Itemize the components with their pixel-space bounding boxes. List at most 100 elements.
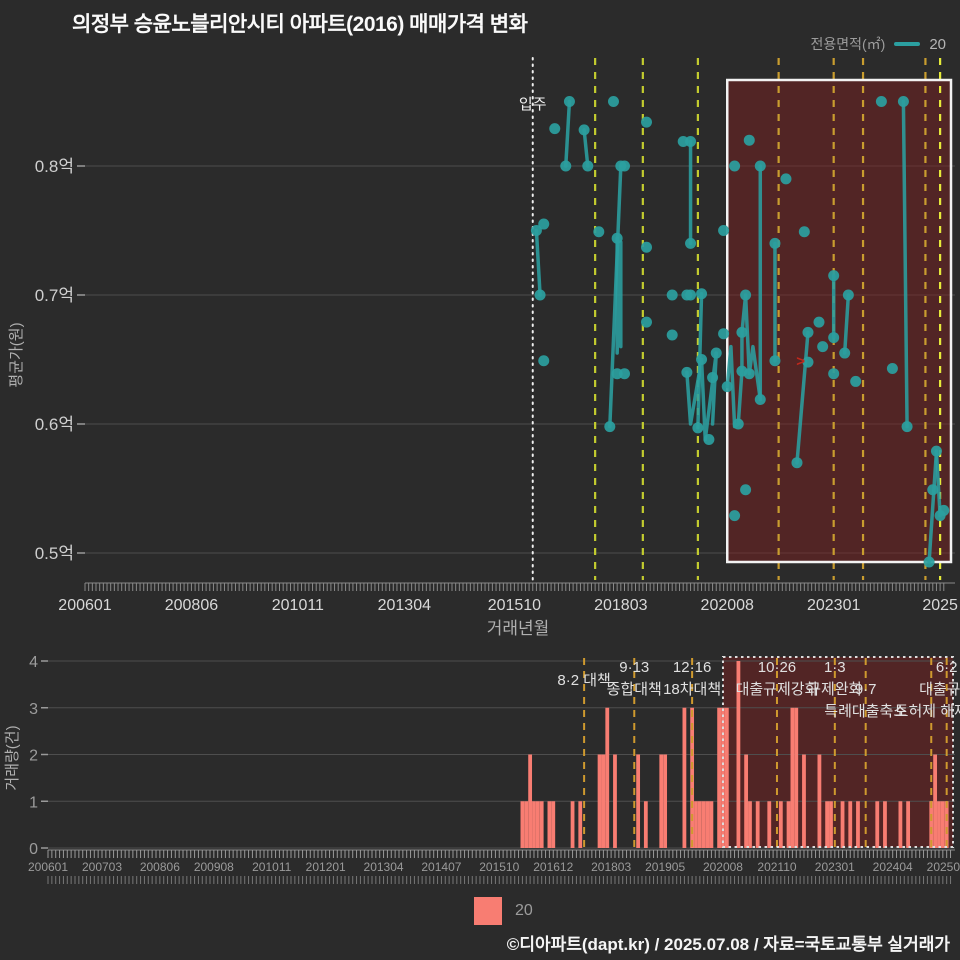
volume-bar[interactable] [929,801,934,848]
data-point[interactable] [927,484,939,496]
data-point[interactable] [817,341,829,353]
volume-bar[interactable] [721,707,725,848]
volume-bar[interactable] [701,801,706,848]
data-point[interactable] [696,354,708,365]
data-point[interactable] [736,326,748,338]
volume-bar[interactable] [840,801,845,848]
volume-bar[interactable] [744,754,749,849]
volume-bar[interactable] [794,707,799,848]
data-point[interactable] [666,329,678,341]
data-point[interactable] [802,356,814,368]
volume-bar[interactable] [937,801,941,848]
data-point[interactable] [850,375,862,387]
volume-bar[interactable] [940,801,945,848]
volume-bar[interactable] [778,801,783,848]
volume-bar[interactable] [697,801,702,848]
volume-bar[interactable] [524,801,529,848]
volume-bar[interactable] [539,801,544,848]
volume-bar[interactable] [825,801,830,848]
bar-legend[interactable]: 20 [474,897,533,925]
volume-bar[interactable] [601,754,606,849]
data-point[interactable] [754,160,766,172]
volume-bar[interactable] [682,707,687,848]
data-point[interactable] [578,124,590,136]
volume-bar[interactable] [944,801,949,848]
volume-bar[interactable] [848,801,853,848]
data-point[interactable] [707,372,719,384]
volume-bar[interactable] [906,801,911,848]
data-point[interactable] [938,504,950,516]
data-point[interactable] [692,422,704,434]
volume-bar[interactable] [663,754,668,849]
data-point[interactable] [791,457,803,469]
data-point[interactable] [732,418,744,430]
volume-bar[interactable] [659,754,664,849]
data-point[interactable] [740,484,752,496]
data-point[interactable] [685,289,697,301]
volume-bar[interactable] [856,801,860,848]
data-point[interactable] [828,270,840,282]
volume-bar[interactable] [933,754,938,849]
price-chart[interactable]: 0.8억 0.7억 0.6억 0.5억 평균가(원) 입주 200601 200806 2010… [0,40,960,652]
volume-bar[interactable] [724,707,729,848]
data-point[interactable] [560,160,572,172]
data-point[interactable] [839,347,851,359]
volume-bar[interactable] [736,661,741,848]
data-point[interactable] [842,289,854,301]
data-point[interactable] [828,368,840,380]
volume-bar[interactable] [570,801,575,848]
volume-bar[interactable] [767,801,772,848]
data-point[interactable] [769,237,781,249]
data-point[interactable] [538,218,550,230]
data-point[interactable] [681,366,693,378]
volume-bar[interactable] [547,801,552,848]
volume-bar[interactable] [898,801,903,848]
data-point[interactable] [685,237,697,249]
data-point[interactable] [607,96,619,107]
data-point[interactable] [754,393,766,405]
data-point[interactable] [930,445,942,457]
data-point[interactable] [593,226,605,238]
data-point[interactable] [802,326,814,338]
volume-bar[interactable] [578,801,583,848]
volume-bar[interactable] [817,754,822,849]
volume-bar[interactable] [535,801,540,848]
volume-bar[interactable] [636,754,641,849]
volume-bar[interactable] [709,801,714,848]
data-point[interactable] [743,134,755,146]
volume-bar[interactable] [532,801,536,848]
data-point[interactable] [886,363,898,375]
volume-bar[interactable] [883,801,887,848]
data-point[interactable] [798,226,810,238]
volume-bar[interactable] [717,707,722,848]
data-point[interactable] [618,160,630,172]
volume-bar[interactable] [790,707,795,848]
data-point[interactable] [897,96,909,107]
volume-bar[interactable] [528,754,533,849]
volume-bar[interactable] [597,754,602,849]
data-point[interactable] [611,232,623,244]
data-point[interactable] [703,433,715,445]
data-point[interactable] [923,556,935,568]
volume-chart[interactable]: 0 1 2 3 4 거래량(건) 8·2 대책 9·13 종합대책 12·16 18차대책 10·26… [0,650,960,890]
data-point[interactable] [718,328,730,340]
data-point[interactable] [618,368,630,380]
data-point[interactable] [666,289,678,301]
volume-bar[interactable] [875,801,880,848]
data-point[interactable] [740,289,752,301]
data-point[interactable] [530,225,542,236]
data-point[interactable] [780,173,792,185]
volume-bar[interactable] [829,801,833,848]
data-point[interactable] [641,316,653,328]
volume-bar[interactable] [755,801,760,848]
data-point[interactable] [534,289,546,301]
data-point[interactable] [721,381,733,393]
data-point[interactable] [743,368,755,380]
data-point[interactable] [729,160,741,172]
data-point[interactable] [828,332,840,344]
area-legend[interactable]: 전용면적(㎡) 20 [810,34,946,54]
data-point[interactable] [710,347,722,359]
data-point[interactable] [538,355,550,367]
volume-bar[interactable] [694,801,698,848]
volume-bar[interactable] [605,707,610,848]
